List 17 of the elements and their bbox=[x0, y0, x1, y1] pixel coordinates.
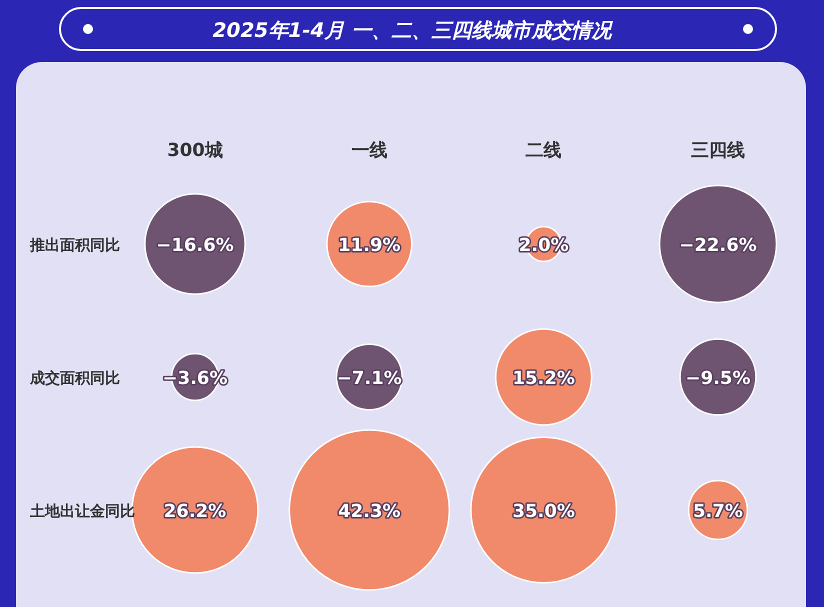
data-label: 26.2% bbox=[164, 501, 226, 522]
data-label: −7.1% bbox=[336, 368, 402, 389]
data-label: 42.3% bbox=[338, 501, 401, 522]
y-tick-label: 推出面积同比 bbox=[29, 236, 120, 254]
x-tick-label: 二线 bbox=[526, 140, 562, 161]
data-label: 11.9% bbox=[338, 235, 401, 256]
y-tick-label: 成交面积同比 bbox=[29, 369, 120, 387]
data-label: −9.5% bbox=[685, 368, 751, 389]
x-tick-label: 一线 bbox=[351, 140, 388, 161]
chart-title: 2025年1-4月 一、二、三四线城市成交情况 bbox=[212, 18, 614, 42]
x-tick-label: 三四线 bbox=[691, 140, 745, 161]
data-label: −22.6% bbox=[679, 235, 757, 256]
data-label: 5.7% bbox=[693, 501, 743, 522]
data-label: 35.0% bbox=[512, 501, 575, 522]
data-label: −16.6% bbox=[156, 235, 234, 256]
data-label: 15.2% bbox=[512, 368, 575, 389]
x-tick-label: 300城 bbox=[167, 140, 223, 161]
